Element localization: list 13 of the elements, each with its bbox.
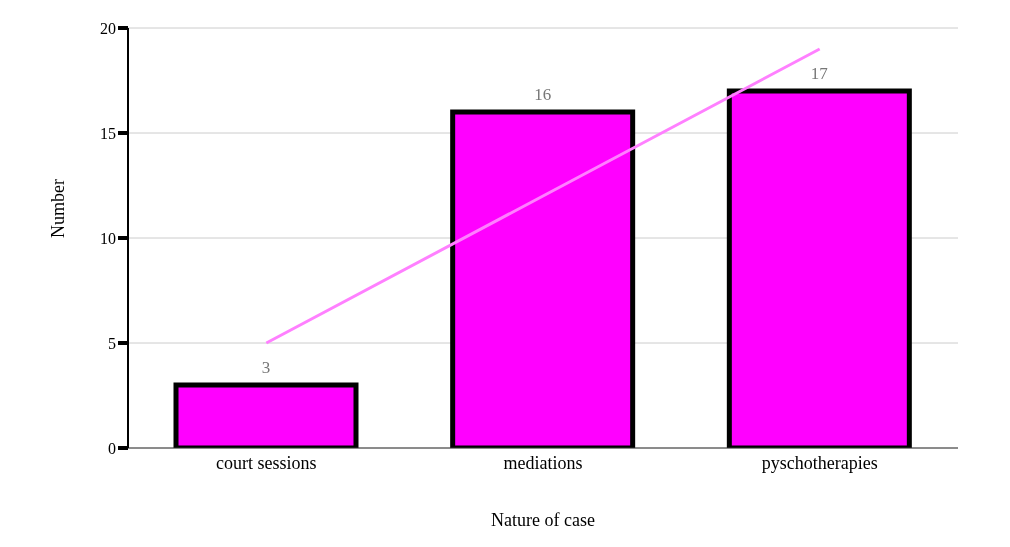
y-axis-title: Number — [48, 179, 69, 238]
data-label: 3 — [261, 358, 271, 377]
data-label: 17 — [810, 64, 829, 83]
x-tick-label: pyschotherapies — [761, 452, 878, 473]
x-axis-title: Nature of case — [491, 509, 595, 530]
y-tick-label: 15 — [100, 124, 116, 142]
y-tick-label: 10 — [100, 229, 116, 247]
x-tick-label: court sessions — [216, 452, 317, 473]
y-tick-label: 0 — [108, 439, 116, 457]
x-tick-label: mediations — [503, 452, 583, 473]
y-tick-label: 20 — [100, 19, 116, 37]
y-tick-label: 5 — [108, 334, 116, 352]
data-label: 16 — [534, 85, 552, 104]
